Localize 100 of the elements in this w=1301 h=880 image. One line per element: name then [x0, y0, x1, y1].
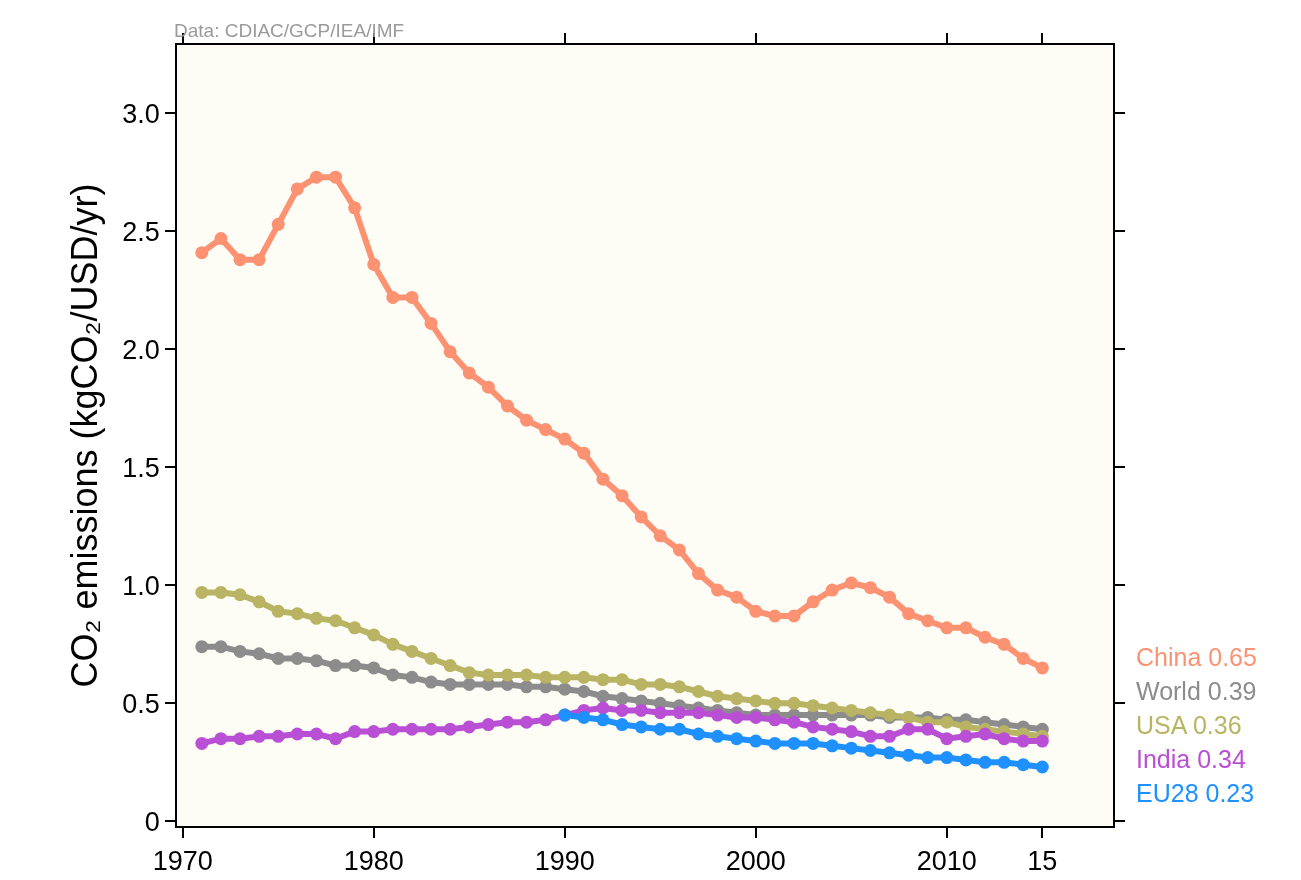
point [596, 673, 610, 687]
point [558, 682, 572, 696]
point [309, 654, 323, 668]
point [386, 722, 400, 736]
point [233, 732, 247, 746]
point [520, 715, 534, 729]
point [692, 727, 705, 741]
point [252, 729, 266, 743]
point [405, 290, 419, 304]
point [978, 727, 992, 741]
point [615, 489, 629, 503]
point [577, 670, 591, 684]
point [844, 725, 858, 739]
x-tick-label: 1970 [152, 846, 213, 877]
point [558, 670, 572, 684]
point [367, 628, 381, 642]
point [902, 722, 916, 736]
point [462, 677, 476, 691]
x-tick-label: 1980 [343, 846, 404, 877]
point [825, 701, 839, 715]
point [902, 607, 916, 621]
point [1016, 758, 1030, 772]
point [730, 590, 744, 604]
point [653, 529, 667, 543]
point [672, 680, 686, 694]
point [825, 739, 839, 753]
point [520, 413, 534, 427]
point [844, 576, 858, 590]
point [806, 720, 820, 734]
point [462, 720, 476, 734]
point [386, 637, 400, 651]
point [806, 595, 820, 609]
point [309, 611, 323, 625]
point [749, 604, 763, 618]
point [195, 246, 209, 260]
point [1035, 734, 1049, 748]
point [271, 651, 285, 665]
point [558, 432, 572, 446]
point [997, 732, 1011, 746]
point [806, 699, 820, 713]
point [787, 736, 801, 750]
point [577, 710, 591, 724]
point [290, 607, 304, 621]
point [424, 675, 438, 689]
point [692, 685, 705, 698]
point [749, 694, 763, 708]
point [500, 399, 514, 413]
point [500, 715, 514, 729]
point [252, 647, 266, 661]
point [634, 703, 648, 717]
point [672, 543, 686, 557]
point [711, 689, 725, 703]
point [252, 595, 266, 609]
point [290, 727, 304, 741]
y-tick-label: 2.5 [122, 216, 160, 247]
point [539, 670, 553, 684]
point [424, 722, 438, 736]
point [577, 685, 591, 698]
point [214, 231, 228, 245]
point [405, 722, 419, 736]
point [290, 651, 304, 665]
point [462, 666, 476, 680]
point [902, 748, 916, 762]
point [768, 609, 782, 623]
point [195, 585, 209, 599]
point [233, 588, 247, 602]
point [730, 692, 744, 706]
point [940, 621, 954, 635]
x-tick-label: 15 [1027, 846, 1058, 877]
point [329, 614, 343, 628]
point [978, 755, 992, 769]
point [271, 604, 285, 618]
point [863, 729, 877, 743]
point [825, 583, 839, 597]
point [520, 680, 534, 694]
point [539, 423, 553, 437]
x-tick-label: 2010 [916, 846, 977, 877]
point [711, 729, 725, 743]
y-tick-label: 1.0 [122, 570, 160, 601]
y-tick-label: 0 [144, 806, 160, 837]
point [195, 640, 209, 654]
point [214, 732, 228, 746]
point [883, 729, 897, 743]
point [348, 659, 362, 673]
point [271, 217, 285, 231]
point [405, 670, 419, 684]
point [806, 736, 820, 750]
point [921, 751, 935, 765]
point [233, 253, 247, 267]
point [443, 677, 457, 691]
point [596, 472, 610, 486]
point [367, 725, 381, 739]
point [386, 668, 400, 682]
point [367, 661, 381, 675]
point [1035, 661, 1049, 675]
point [672, 722, 686, 736]
point [634, 720, 648, 734]
point [997, 637, 1011, 651]
point [692, 706, 705, 720]
point [787, 715, 801, 729]
